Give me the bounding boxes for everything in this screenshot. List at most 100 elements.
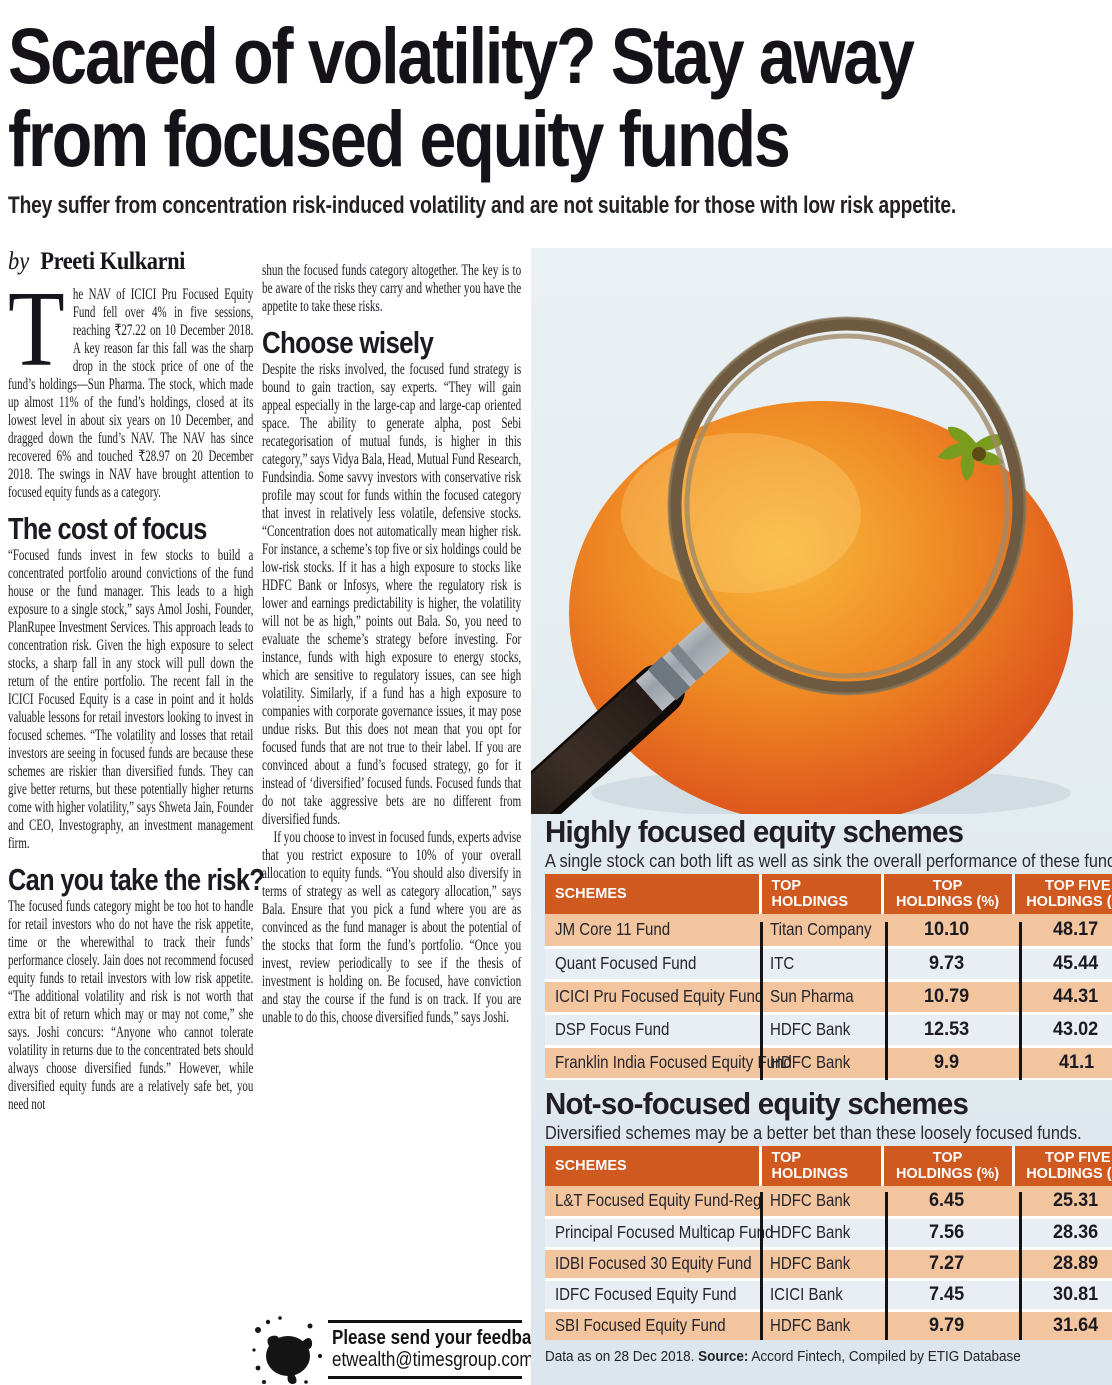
table-1-subtitle: A single stock can both lift as well as … — [545, 850, 1112, 871]
drop-cap: T — [8, 270, 65, 389]
feedback-box: Please send your feedback to etwealth@ti… — [250, 1316, 571, 1384]
holding-percent: 7.56 — [929, 1221, 965, 1243]
holding-percent: 28.36 — [1053, 1221, 1099, 1243]
holding-percent: 30.81 — [1053, 1283, 1099, 1305]
scheme-name: IDBI Focused 30 Equity Fund — [555, 1253, 752, 1273]
scheme-name: SBI Focused Equity Fund — [555, 1315, 726, 1335]
subheadline: They suffer from concentration risk-indu… — [8, 192, 957, 219]
body-paragraph: If you choose to invest in focused funds… — [262, 829, 522, 1026]
top-holding: ICICI Bank — [770, 1284, 843, 1304]
table-cell: HDFC Bank — [760, 1046, 882, 1080]
body-paragraph: shun the focused funds category altogeth… — [262, 262, 522, 315]
column-header: TOP FIVE HOLDINGS (%) — [1011, 874, 1112, 914]
top-holding: HDFC Bank — [770, 1253, 851, 1273]
table-cell: ICICI Pru Focused Equity Fund — [545, 980, 763, 1015]
table-row: Quant Focused Fund ITC 9.73 45.44 — [545, 947, 1112, 982]
table-cell: 10.10 — [882, 914, 1013, 949]
holding-percent: 7.45 — [929, 1283, 965, 1305]
holding-percent: 43.02 — [1053, 1018, 1099, 1040]
headline: Scared of volatility? Stay away from foc… — [8, 14, 1085, 180]
table-row: ICICI Pru Focused Equity Fund Sun Pharma 1… — [545, 980, 1112, 1015]
paragraph-text: he NAV of ICICI Pru Focused Equity Fund … — [8, 286, 254, 501]
source-note: Data as on 28 Dec 2018. Source: Accord F… — [545, 1348, 1021, 1365]
table-divider — [1019, 1192, 1022, 1340]
table-row: L&T Focused Equity Fund-Reg HDFC Bank 6.45… — [545, 1186, 1112, 1219]
table-row: IDFC Focused Equity Fund ICICI Bank 7.45 30… — [545, 1279, 1112, 1312]
data-table: SCHEMES TOP HOLDINGS TOP HOLDINGS (%) TOP F… — [545, 1146, 1112, 1340]
holding-percent: 10.79 — [923, 985, 969, 1007]
top-holding: HDFC Bank — [770, 1019, 851, 1039]
byline-prefix: by — [8, 248, 30, 275]
scheme-name: Quant Focused Fund — [555, 953, 697, 973]
holding-percent: 28.89 — [1053, 1252, 1099, 1274]
table-cell: SBI Focused Equity Fund — [545, 1310, 760, 1340]
column-header: TOP HOLDINGS — [758, 1146, 882, 1186]
table-cell: 12.53 — [882, 1013, 1013, 1048]
table-divider — [760, 922, 763, 1080]
table-cell: ICICI Bank — [760, 1279, 882, 1312]
header-row: SCHEMES TOP HOLDINGS TOP HOLDINGS (%) TOP F… — [545, 1146, 1112, 1186]
table-cell: 9.79 — [882, 1310, 1013, 1340]
feedback-email-link[interactable]: etwealth@timesgroup.com — [332, 1349, 534, 1371]
table-row: SBI Focused Equity Fund HDFC Bank 9.79 31.6… — [545, 1310, 1112, 1340]
top-holding: HDFC Bank — [770, 1190, 851, 1211]
table-cell: 10.79 — [882, 980, 1013, 1015]
table-highly-focused: SCHEMES TOP HOLDINGS TOP HOLDINGS (%) TOP F… — [545, 874, 1112, 1080]
top-holding: HDFC Bank — [770, 1222, 851, 1242]
table-row: DSP Focus Fund HDFC Bank 12.53 43.02 — [545, 1013, 1112, 1048]
table-cell: 45.44 — [1013, 947, 1112, 982]
table-cell: HDFC Bank — [760, 1217, 882, 1250]
table-cell: 31.64 — [1013, 1310, 1112, 1340]
table-cell: 30.81 — [1013, 1279, 1112, 1312]
table-2-title: Not-so-focused equity schemes — [545, 1086, 969, 1121]
scheme-name: Principal Focused Multicap Fund — [555, 1222, 774, 1242]
table-cell: 9.9 — [882, 1046, 1013, 1080]
section-heading-choose-wisely: Choose wisely — [262, 325, 434, 360]
table-cell: Sun Pharma — [760, 980, 882, 1015]
holding-percent: 7.27 — [929, 1252, 965, 1274]
top-holding: Sun Pharma — [770, 986, 854, 1006]
table-cell: 28.36 — [1013, 1217, 1112, 1250]
table-cell: 7.27 — [882, 1248, 1013, 1281]
table-cell: L&T Focused Equity Fund-Reg — [545, 1186, 761, 1219]
table-cell: 28.89 — [1013, 1248, 1112, 1281]
table-cell: Quant Focused Fund — [545, 947, 760, 982]
infographic-panel: Highly focused equity schemes A single s… — [531, 248, 1112, 1385]
holding-percent: 6.45 — [929, 1189, 965, 1211]
top-holding: ITC — [770, 953, 795, 973]
column-header: SCHEMES — [545, 1146, 760, 1186]
top-holding: HDFC Bank — [770, 1052, 851, 1072]
column-header: SCHEMES — [545, 874, 760, 914]
table-cell: IDBI Focused 30 Equity Fund — [545, 1248, 760, 1281]
holding-percent: 25.31 — [1053, 1189, 1099, 1211]
table-cell: 6.45 — [882, 1186, 1013, 1219]
body-paragraph: The focused funds category might be too … — [8, 898, 254, 1113]
headline-line-2: from focused equity funds — [8, 94, 791, 183]
column-header: TOP HOLDINGS (%) — [880, 1146, 1013, 1186]
table-not-so-focused: SCHEMES TOP HOLDINGS TOP HOLDINGS (%) TOP F… — [545, 1146, 1112, 1340]
scheme-name: DSP Focus Fund — [555, 1019, 670, 1039]
table-divider — [885, 1192, 888, 1340]
data-table: SCHEMES TOP HOLDINGS TOP HOLDINGS (%) TOP F… — [545, 874, 1112, 1080]
column-2-text: shun the focused funds category altogeth… — [262, 262, 521, 1027]
orange-magnifier-photo — [531, 248, 1112, 814]
table-cell: JM Core 11 Fund — [545, 914, 760, 949]
section-heading-take-the-risk: Can you take the risk? — [8, 862, 265, 897]
body-paragraph: “Focused funds invest in few stocks to b… — [8, 547, 254, 852]
holding-percent: 44.31 — [1053, 985, 1099, 1007]
header-row: SCHEMES TOP HOLDINGS TOP HOLDINGS (%) TOP F… — [545, 874, 1112, 914]
holding-percent: 10.10 — [923, 918, 969, 940]
scheme-name: IDFC Focused Equity Fund — [555, 1284, 737, 1304]
table-cell: HDFC Bank — [760, 1310, 882, 1340]
table-cell: DSP Focus Fund — [545, 1013, 760, 1048]
table-cell: HDFC Bank — [760, 1013, 882, 1048]
table-row: IDBI Focused 30 Equity Fund HDFC Bank 7.27… — [545, 1248, 1112, 1281]
holding-percent: 12.53 — [923, 1018, 969, 1040]
feedback-text: Please send your feedback to etwealth@ti… — [328, 1320, 571, 1379]
body-paragraph: Despite the risks involved, the focused … — [262, 361, 522, 828]
section-heading-cost-of-focus: The cost of focus — [8, 511, 207, 546]
table-cell: 7.56 — [882, 1217, 1013, 1250]
